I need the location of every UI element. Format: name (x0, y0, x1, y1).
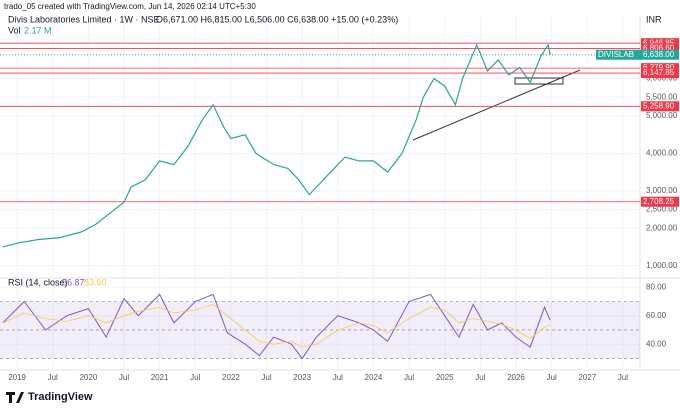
level-box (641, 196, 679, 207)
caption: trado_05 created with TradingView.com, J… (4, 2, 256, 11)
x-tick-label: 2023 (293, 373, 311, 382)
y-tick-label: 3,000.00 (646, 186, 678, 195)
y-tick-label: 2,500.00 (646, 205, 678, 214)
rsi-readout: 56.87 (62, 277, 85, 287)
y-tick-label: 1,000.00 (646, 261, 678, 270)
x-tick-label: Jul (190, 373, 200, 382)
level-label: 6,279.90 (643, 63, 675, 72)
level-box (641, 43, 679, 54)
x-tick-label: Jul (119, 373, 129, 382)
x-tick-label: Jul (333, 373, 343, 382)
x-tick-label: 2022 (222, 373, 240, 382)
chart-title: Divis Laboratories Limited · 1W · NSE (8, 14, 160, 24)
y-tick-label: 4,000.00 (646, 149, 678, 158)
level-label: 6,946.85 (643, 38, 675, 47)
x-tick-label: Jul (475, 373, 485, 382)
level-box (641, 38, 679, 49)
x-tick-label: 2024 (365, 373, 383, 382)
x-tick-label: Jul (547, 373, 557, 382)
ohlc: O6,671.00 H6,815.00 L6,506.00 C6,638.00 … (156, 14, 398, 24)
rsi-line (2, 293, 551, 360)
level-box (641, 101, 679, 112)
last-price-label: 6,638.00 (643, 50, 675, 59)
level-label: 6,806.60 (643, 44, 675, 53)
trend-line (412, 69, 581, 141)
grid (0, 15, 640, 370)
x-tick-label: 2020 (79, 373, 97, 382)
x-tick-label: 2026 (507, 373, 525, 382)
x-tick-label: 2025 (436, 373, 454, 382)
x-tick-label: 2021 (151, 373, 169, 382)
rsi-line (2, 303, 551, 348)
currency: INR (646, 14, 662, 24)
x-tick-label: Jul (48, 373, 58, 382)
y-tick-label: 5,000.00 (646, 111, 678, 120)
level-label: 2,708.25 (643, 197, 675, 206)
x-tick-label: 2019 (8, 373, 26, 382)
range-box (514, 77, 564, 85)
rsi-readout: 53.60 (84, 277, 107, 287)
price-line (2, 43, 551, 248)
y-tick-label: 40.00 (646, 339, 667, 348)
y-tick-label: 80.00 (646, 282, 667, 291)
level-label: 5,258.90 (643, 101, 675, 110)
y-tick-label: 5,500.00 (646, 92, 678, 101)
volume-value: 2.17 M (24, 25, 52, 35)
volume-label: Vol (8, 25, 21, 35)
brand: TradingView (28, 391, 93, 403)
symbol-label: DIVISLAB (598, 50, 634, 59)
x-tick-label: Jul (261, 373, 271, 382)
level-box (641, 68, 679, 79)
rsi-title: RSI (14, close) (8, 277, 68, 287)
level-label: 6,147.85 (643, 68, 675, 77)
y-tick-label: 60.00 (646, 311, 667, 320)
last-price-box (596, 49, 679, 60)
x-tick-label: Jul (618, 373, 628, 382)
x-tick-label: 2027 (578, 373, 596, 382)
y-tick-label: 2,000.00 (646, 223, 678, 232)
y-tick-label: 6,000.00 (646, 74, 678, 83)
x-tick-label: Jul (404, 373, 414, 382)
logo: TradingView (6, 391, 93, 403)
